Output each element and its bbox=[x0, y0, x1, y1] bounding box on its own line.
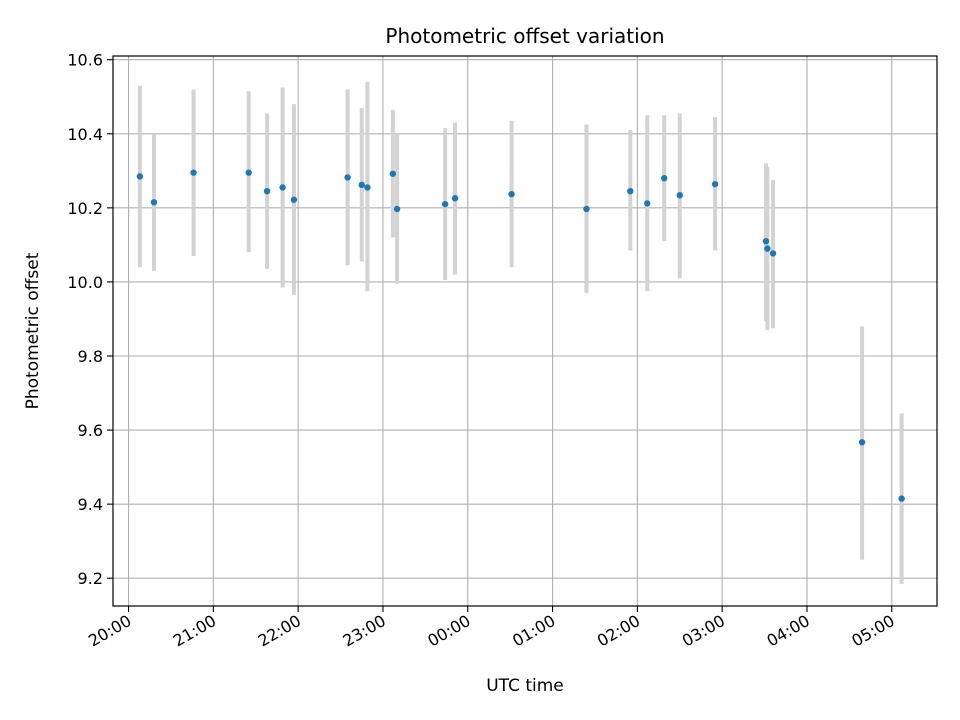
grid-lines bbox=[113, 56, 937, 606]
data-point bbox=[190, 169, 197, 176]
y-axis-label: Photometric offset bbox=[23, 252, 43, 409]
data-point bbox=[389, 170, 397, 177]
data-point bbox=[279, 184, 286, 191]
data-point bbox=[508, 190, 515, 198]
data-point bbox=[769, 250, 777, 257]
x-axis-label: UTC time bbox=[486, 676, 564, 696]
data-point bbox=[644, 200, 651, 207]
y-tick-label: 9.6 bbox=[78, 421, 103, 440]
data-points bbox=[136, 169, 905, 502]
data-point bbox=[451, 195, 459, 202]
y-tick-label: 10.6 bbox=[67, 51, 103, 70]
data-point bbox=[150, 199, 158, 206]
data-point bbox=[764, 245, 771, 252]
data-point bbox=[136, 173, 144, 180]
y-tick-label: 10.0 bbox=[67, 273, 103, 292]
data-point bbox=[676, 192, 683, 199]
data-point bbox=[364, 184, 371, 191]
y-tick-label: 9.8 bbox=[78, 347, 103, 366]
y-tick-label: 10.4 bbox=[67, 125, 103, 144]
data-point bbox=[358, 181, 365, 189]
data-point bbox=[898, 495, 905, 502]
data-point bbox=[290, 196, 298, 203]
data-point bbox=[627, 187, 634, 195]
data-point bbox=[762, 237, 770, 245]
data-point bbox=[711, 180, 719, 188]
data-point bbox=[661, 175, 668, 182]
y-tick-label: 10.2 bbox=[67, 199, 103, 218]
data-point bbox=[263, 187, 271, 195]
data-point bbox=[393, 205, 401, 213]
data-point bbox=[344, 174, 351, 181]
data-point bbox=[245, 169, 252, 176]
y-tick-label: 9.4 bbox=[78, 495, 103, 514]
data-point bbox=[583, 205, 590, 213]
data-point bbox=[441, 200, 449, 208]
y-tick-label: 9.2 bbox=[78, 569, 103, 588]
chart-title: Photometric offset variation bbox=[385, 24, 664, 48]
plot-frame bbox=[112, 55, 938, 607]
y-axis-ticks: 9.2 9.4 9.6 9.8 10.0 10.2 10.4 10.6 bbox=[67, 51, 113, 588]
data-point bbox=[858, 439, 866, 446]
